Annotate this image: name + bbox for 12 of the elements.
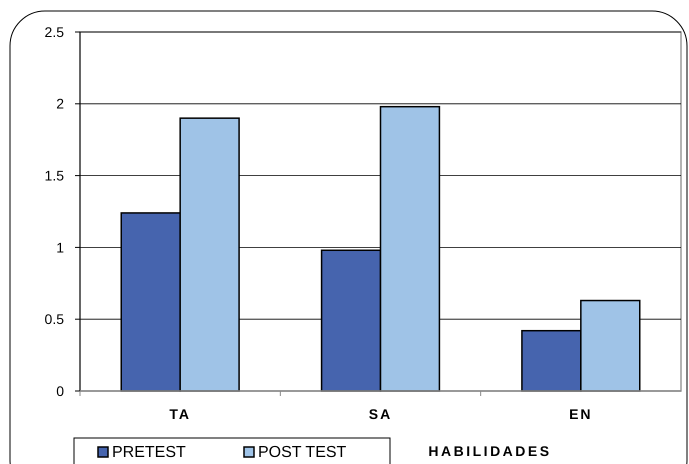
y-tick-label: 2 (56, 96, 64, 112)
y-tick-label: 2.5 (44, 24, 64, 40)
legend-label: POST TEST (258, 444, 347, 461)
x-tick-label: EN (569, 406, 593, 422)
y-tick-label: 0 (56, 382, 64, 399)
x-tick-label: TA (169, 406, 191, 422)
legend-label: PRETEST (112, 444, 186, 461)
x-axis-title: HABILIDADES (428, 443, 552, 459)
x-tick-label: SA (368, 406, 392, 422)
y-tick-label: 1.5 (44, 168, 64, 184)
y-tick-label: 1 (56, 239, 64, 256)
y-tick-label: 0.5 (44, 311, 64, 328)
